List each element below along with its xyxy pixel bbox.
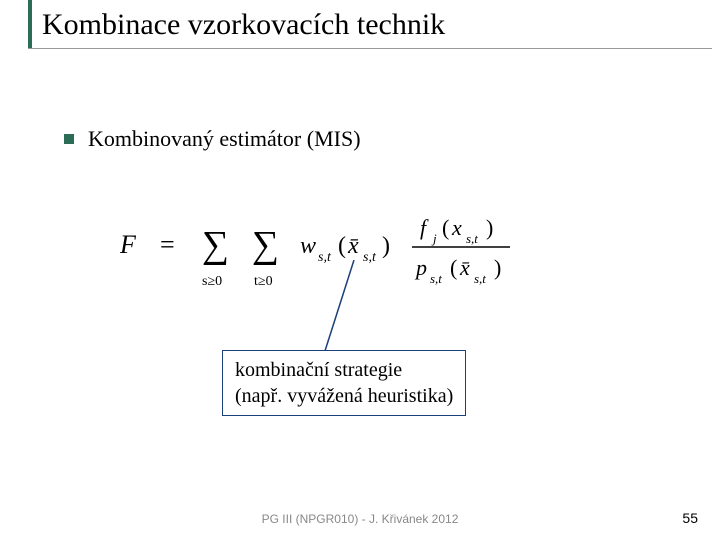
- svg-text:s,t: s,t: [466, 231, 478, 246]
- svg-text:x̄: x̄: [347, 233, 359, 259]
- svg-text:): ): [494, 255, 501, 280]
- callout-connector-line: [314, 260, 366, 358]
- slide: Kombinace vzorkovacích technik Kombinova…: [0, 0, 720, 540]
- svg-text:(: (: [450, 255, 457, 280]
- svg-text:f: f: [420, 215, 429, 240]
- svg-text:p: p: [414, 255, 427, 280]
- footer-text: PG III (NPGR010) - J. Křivánek 2012: [0, 512, 720, 526]
- page-number: 55: [682, 510, 698, 526]
- callout-line2: (např. vyvážená heuristika): [235, 383, 453, 409]
- slide-title: Kombinace vzorkovacích technik: [28, 8, 712, 42]
- svg-text:(: (: [442, 215, 449, 240]
- formula-lhs: F: [120, 230, 137, 259]
- formula-sum1-range: s≥0: [202, 274, 222, 289]
- svg-text:w: w: [300, 233, 316, 259]
- svg-text:x: x: [451, 215, 462, 240]
- mis-formula: F = ∑ s≥0 ∑ t≥0 w s,t ( x̄ s,t ) f j: [120, 205, 620, 295]
- formula-fraction: f j ( x s,t ) p s,t ( x̄ s,t ): [412, 215, 510, 286]
- callout-line1: kombinační strategie: [235, 357, 453, 383]
- svg-text:∑: ∑: [252, 224, 279, 266]
- svg-text:): ): [382, 233, 390, 259]
- svg-text:∑: ∑: [202, 224, 229, 266]
- svg-text:x̄: x̄: [459, 255, 470, 280]
- svg-text:=: =: [160, 230, 175, 259]
- bullet-text: Kombinovaný estimátor (MIS): [88, 126, 361, 152]
- bullet-square-icon: [64, 134, 74, 144]
- svg-text:s,t: s,t: [474, 271, 486, 286]
- svg-text:(: (: [338, 233, 346, 259]
- formula-sum2-range: t≥0: [254, 274, 273, 289]
- svg-text:s,t: s,t: [430, 271, 442, 286]
- title-container: Kombinace vzorkovacích technik: [28, 8, 712, 49]
- bullet-item: Kombinovaný estimátor (MIS): [64, 126, 361, 152]
- svg-text:): ): [486, 215, 493, 240]
- svg-text:j: j: [431, 231, 437, 246]
- callout-box: kombinační strategie (např. vyvážená heu…: [222, 350, 466, 416]
